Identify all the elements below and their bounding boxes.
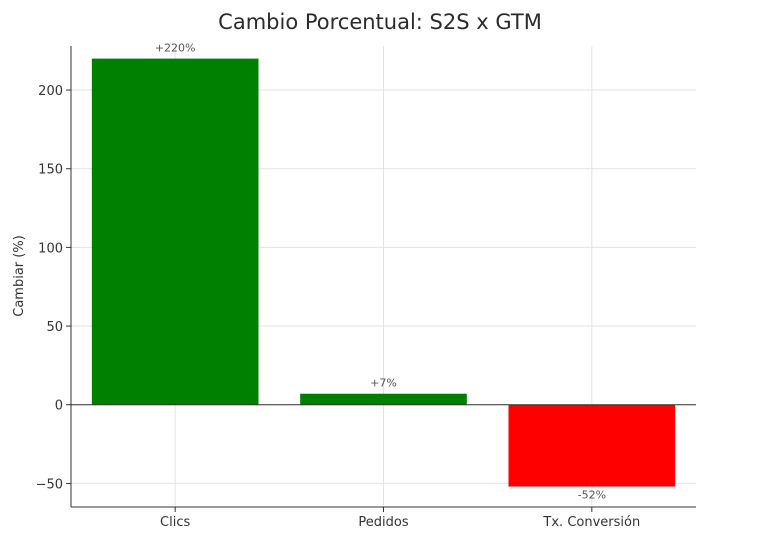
y-tick-label: −50: [36, 477, 63, 492]
y-axis-label: Cambiar (%): [12, 235, 27, 317]
y-tick-label: 200: [38, 84, 63, 99]
data-label: -52%: [578, 489, 606, 502]
x-ticks: Clics Pedidos Tx. Conversión: [160, 507, 640, 530]
data-labels: +220% +7% -52%: [155, 42, 606, 502]
data-label: +7%: [370, 377, 397, 390]
x-tick-label: Tx. Conversión: [542, 515, 640, 530]
chart-title: Cambio Porcentual: S2S x GTM: [218, 10, 542, 34]
x-tick-label: Pedidos: [358, 515, 408, 530]
bar-tx-conversi-n: [508, 404, 676, 487]
y-tick-label: 100: [38, 241, 63, 256]
x-tick-label: Clics: [160, 515, 190, 530]
bar-pedidos: [300, 393, 467, 405]
data-label: +220%: [155, 42, 196, 55]
y-tick-label: 0: [55, 399, 63, 414]
bar-clics: [91, 58, 259, 405]
y-tick-label: 150: [38, 163, 63, 178]
y-ticks: −50 0 50 100 150 200: [36, 84, 71, 492]
y-tick-label: 50: [46, 320, 63, 335]
bars: [91, 58, 676, 487]
